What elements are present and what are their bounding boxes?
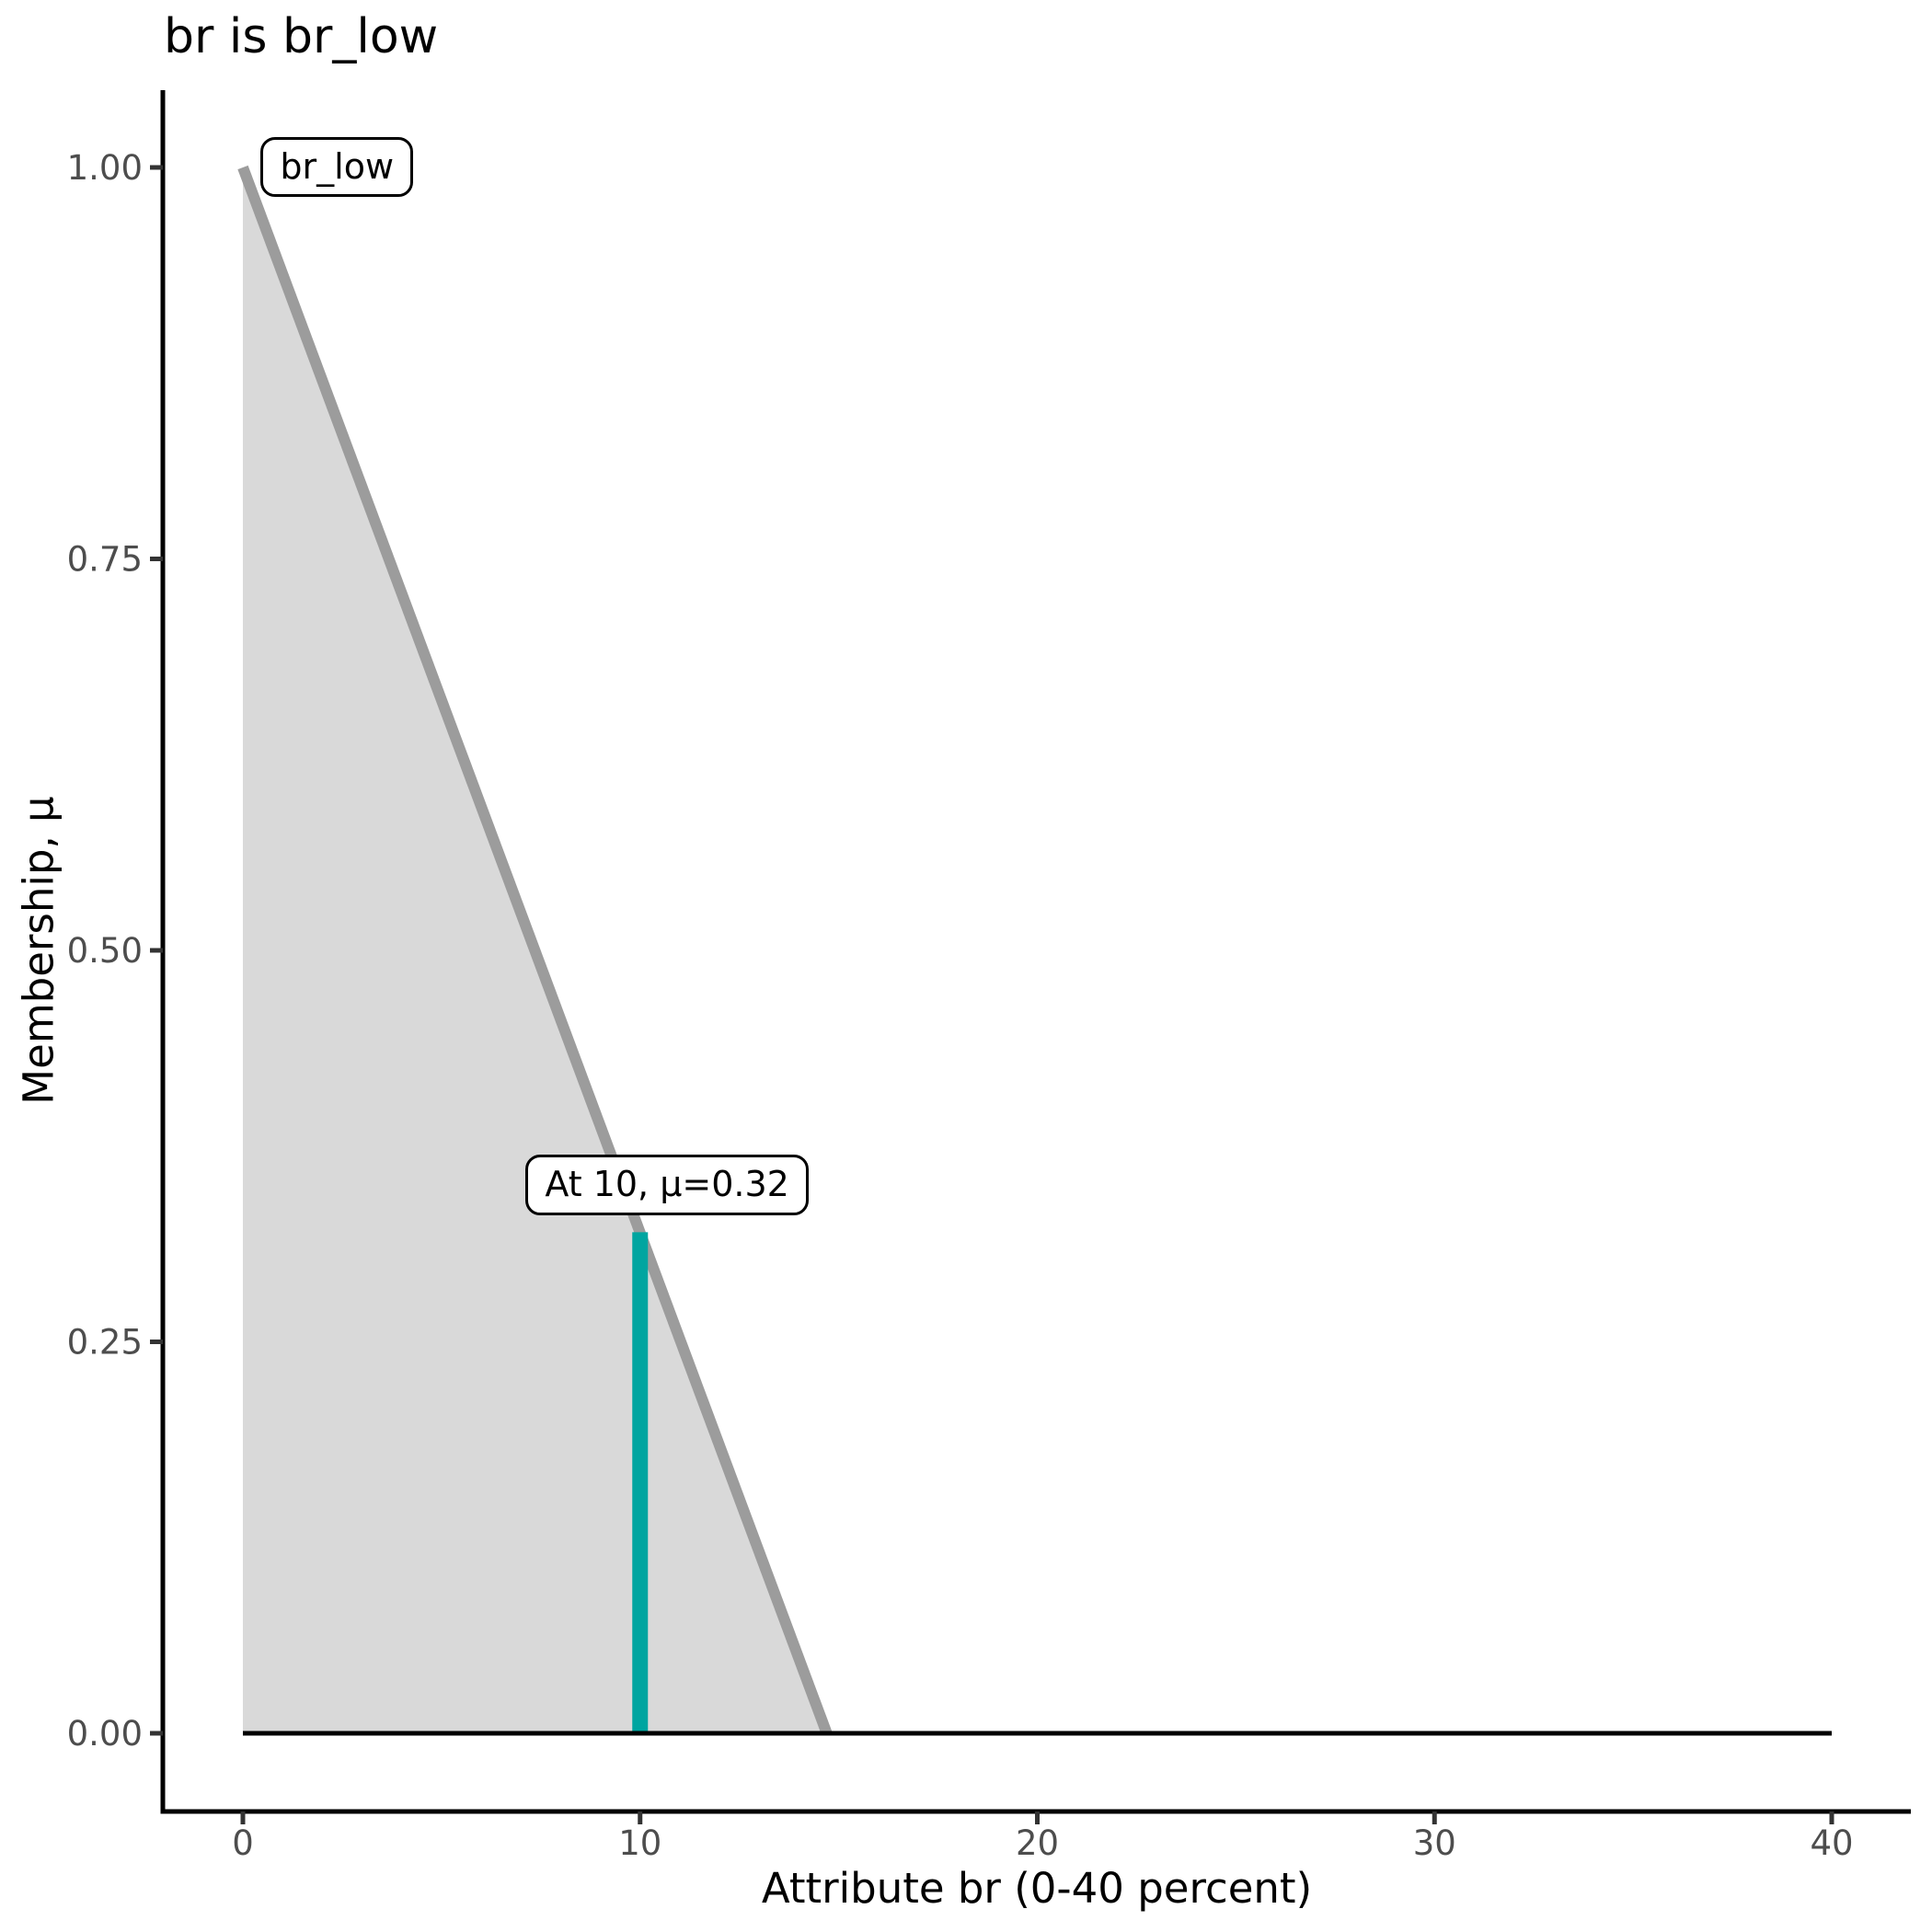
y-tick-label: 0.50: [67, 931, 143, 971]
x-tick-label: 30: [1413, 1823, 1456, 1863]
x-tick-label: 20: [1016, 1823, 1059, 1863]
y-tick-label: 0.75: [67, 540, 143, 580]
chart-title: br is br_low: [164, 9, 439, 64]
y-tick-label: 1.00: [67, 148, 143, 188]
membership-line: [237, 165, 833, 1736]
x-tick-label: 10: [618, 1823, 661, 1863]
x-tick-label: 0: [232, 1823, 254, 1863]
y-tick-label: 0.00: [67, 1714, 143, 1754]
x-tick-label: 40: [1810, 1823, 1853, 1863]
x-axis-title: Attribute br (0-40 percent): [761, 1864, 1313, 1913]
y-tick-label: 0.25: [67, 1323, 143, 1363]
